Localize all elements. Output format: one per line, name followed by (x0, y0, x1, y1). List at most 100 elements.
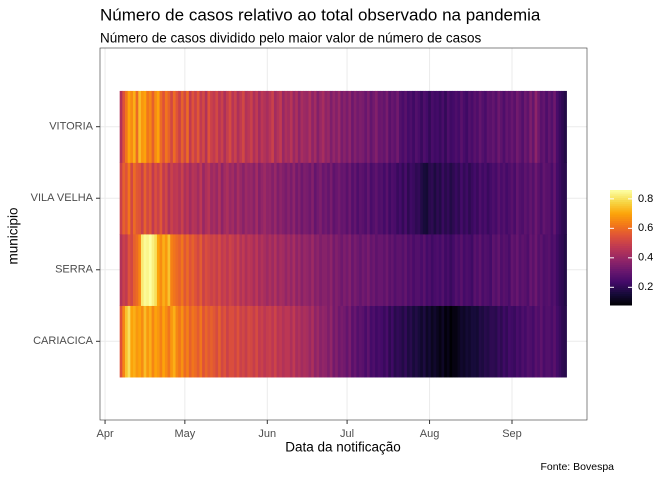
heat-cell (414, 90, 418, 163)
heat-cell (457, 162, 461, 235)
heat-cell (244, 305, 248, 378)
heat-cell (340, 305, 344, 378)
heat-cell (470, 162, 474, 235)
heat-cell (515, 162, 520, 235)
heat-cell (220, 162, 224, 235)
heat-cell (518, 305, 522, 378)
heat-cell (300, 305, 304, 378)
heat-cell (199, 162, 203, 235)
heat-cell (452, 234, 456, 306)
heat-cell (263, 305, 267, 378)
heat-cell (465, 234, 469, 306)
heat-cell (135, 162, 139, 235)
heat-cell (292, 90, 296, 163)
heat-cell (486, 162, 490, 235)
heat-cell (441, 305, 445, 378)
heat-cell (226, 305, 230, 378)
heat-cell (359, 90, 363, 163)
heat-cell (252, 90, 256, 163)
heat-cell (414, 234, 418, 306)
heat-cell (545, 90, 549, 163)
heat-cell (119, 305, 123, 378)
heat-cell (388, 234, 392, 306)
colorbar-segment (610, 197, 632, 201)
heat-cell (202, 162, 206, 235)
heat-cell (305, 162, 309, 235)
heat-cell (515, 234, 520, 306)
heat-cell (244, 234, 248, 306)
heat-cell (172, 162, 176, 235)
colorbar-segment (610, 293, 632, 296)
heat-cell (550, 305, 554, 378)
heat-cell (188, 90, 192, 163)
heat-cell (340, 90, 344, 163)
heat-cell (279, 90, 283, 163)
heat-cell (284, 234, 288, 306)
heat-cell (537, 305, 541, 378)
heat-cell (396, 162, 400, 235)
heat-cell (255, 90, 259, 163)
heat-cell (311, 305, 315, 378)
colorbar-segment (610, 291, 632, 294)
heat-cell (340, 162, 344, 235)
heat-cell (382, 90, 387, 163)
heat-cell (372, 90, 376, 163)
heat-cell (460, 162, 464, 235)
heat-cell (289, 305, 293, 378)
heat-cell (412, 234, 416, 306)
heat-cell (313, 162, 317, 235)
heat-cell (250, 234, 254, 306)
heat-cell (502, 305, 506, 378)
heat-cell (265, 90, 270, 163)
heat-cell (164, 305, 168, 378)
heat-cell (388, 90, 392, 163)
heat-cell (138, 305, 142, 378)
heat-cell (558, 90, 562, 163)
heat-cell (515, 90, 520, 163)
heat-cell (263, 90, 267, 163)
heat-cell (547, 162, 551, 235)
heat-cell (252, 305, 256, 378)
heat-cell (446, 305, 450, 378)
heat-cell (188, 305, 192, 378)
heat-cell (542, 162, 546, 235)
x-tick-label: Jul (340, 428, 354, 440)
heat-cell (284, 305, 288, 378)
heat-cell (148, 162, 152, 235)
heat-cell (335, 234, 339, 306)
heat-cell (372, 234, 376, 306)
heat-cell (385, 162, 389, 235)
colorbar-segment (610, 193, 632, 197)
heat-cell (430, 162, 434, 235)
heat-cell (122, 234, 126, 306)
heat-cell (210, 162, 214, 235)
heat-cell (369, 90, 373, 163)
heat-cell (297, 234, 301, 306)
heat-cell (260, 305, 264, 378)
heat-cell (311, 90, 315, 163)
heat-cell (563, 90, 567, 163)
heat-cell (337, 162, 341, 235)
heat-cell (401, 234, 405, 306)
heat-cell (242, 234, 246, 306)
heat-cell (180, 234, 184, 306)
heat-cell (180, 162, 184, 235)
heat-cell (537, 90, 541, 163)
heat-cell (244, 90, 248, 163)
colorbar-segment (610, 245, 632, 248)
heat-cell (433, 162, 437, 235)
colorbar-segment (610, 280, 632, 283)
heat-cell (539, 305, 543, 378)
heat-cell (441, 90, 445, 163)
heat-cell (196, 162, 200, 235)
heat-cell (207, 90, 211, 163)
heat-cell (478, 162, 482, 235)
colorbar-label: 0.4 (638, 252, 653, 264)
heat-cell (351, 90, 355, 163)
heat-cell (279, 162, 283, 235)
heat-cell (375, 90, 379, 163)
heat-cell (130, 305, 134, 378)
heat-cell (202, 90, 206, 163)
heat-cell (247, 234, 251, 306)
heat-cell (215, 305, 219, 378)
